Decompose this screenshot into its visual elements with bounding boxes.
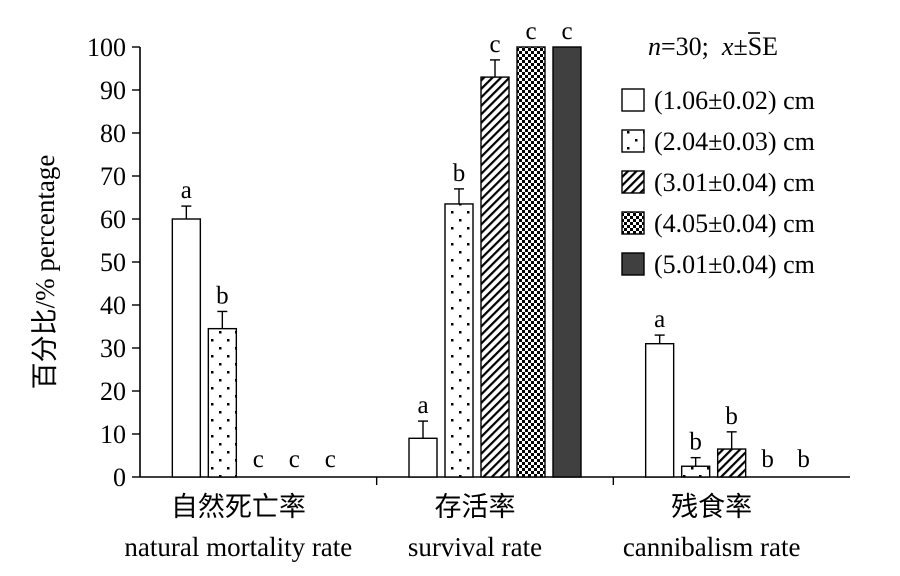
significance-letter: b: [216, 282, 229, 309]
legend-label: (5.01±0.04) cm: [654, 250, 815, 279]
n-value: =30;: [661, 32, 722, 61]
y-tick-label: 30: [100, 334, 126, 363]
significance-letter: c: [325, 446, 336, 473]
significance-letter: c: [561, 18, 572, 45]
legend-label: (4.05±0.04) cm: [654, 209, 815, 238]
legend: (1.06±0.02) cm (2.04±0.03) cm (3.01±0.04) …: [621, 86, 815, 279]
bar: [516, 46, 546, 478]
category-label-zh: 残食率: [671, 492, 752, 522]
category-label-en: cannibalism rate: [623, 532, 801, 562]
legend-swatch: [621, 170, 645, 194]
y-tick-label: 50: [100, 248, 126, 277]
legend-swatch: [621, 88, 645, 112]
significance-letter: c: [489, 31, 500, 58]
category-label-zh: 自然死亡率: [171, 492, 306, 522]
se-label: ±SE: [733, 32, 778, 61]
sample-annotation: n=30; x±SE: [648, 32, 778, 61]
category-labels: 自然死亡率 natural mortality rate 存活率 survival r…: [124, 492, 800, 562]
bar: [408, 437, 438, 478]
bar: [207, 327, 238, 478]
legend-swatch: [621, 129, 645, 153]
y-axis-ticks: 0 10 20 30 40 50 60 70 80 90 100: [87, 33, 140, 492]
y-tick-label: 40: [100, 291, 126, 320]
bar: [552, 46, 582, 478]
y-tick-label: 70: [100, 162, 126, 191]
mean-symbol: x: [721, 32, 734, 61]
category-label-zh: 存活率: [435, 492, 516, 522]
significance-letter: b: [761, 446, 774, 473]
legend-label: (2.04±0.03) cm: [654, 127, 815, 156]
bar: [171, 218, 202, 478]
category-label-en: natural mortality rate: [124, 532, 352, 562]
significance-letter: a: [654, 306, 665, 333]
significance-letter: b: [797, 446, 810, 473]
significance-letter: a: [181, 177, 192, 204]
y-tick-label: 100: [87, 33, 126, 62]
legend-label: (1.06±0.02) cm: [654, 86, 815, 115]
bar: [480, 76, 510, 478]
bar: [716, 448, 747, 478]
y-tick-label: 0: [113, 463, 126, 492]
y-axis-label: 百分比/% percentage: [30, 155, 60, 390]
significance-letter: a: [417, 392, 428, 419]
n-symbol: n: [648, 32, 661, 61]
significance-letter: c: [253, 446, 264, 473]
significance-letter: c: [525, 18, 536, 45]
legend-label: (3.01±0.04) cm: [654, 168, 815, 197]
category-label-en: survival rate: [408, 532, 542, 562]
bar: [680, 465, 711, 478]
significance-letter: b: [453, 160, 466, 187]
significance-letter: b: [725, 403, 738, 430]
y-tick-label: 10: [100, 420, 126, 449]
significance-letter: b: [689, 429, 702, 456]
y-tick-label: 60: [100, 205, 126, 234]
significance-letter: c: [289, 446, 300, 473]
bar: [444, 203, 474, 478]
bar: [644, 343, 675, 478]
y-tick-label: 80: [100, 119, 126, 148]
y-tick-label: 20: [100, 377, 126, 406]
legend-swatch: [621, 252, 645, 276]
y-tick-label: 90: [100, 76, 126, 105]
legend-swatch: [621, 211, 645, 235]
